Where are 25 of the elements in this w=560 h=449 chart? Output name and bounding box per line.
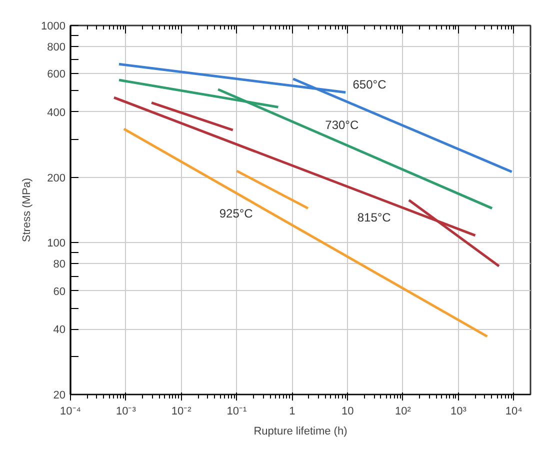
y-tick-label: 60 — [53, 286, 66, 298]
x-tick-label: 10⁴ — [505, 406, 523, 418]
x-tick-label: 10⁻⁴ — [60, 406, 82, 418]
y-tick-label: 80 — [53, 258, 66, 271]
y-tick-label: 100 — [47, 238, 66, 250]
y-tick-label: 1000 — [41, 20, 66, 32]
x-tick-label: 1 — [289, 406, 296, 418]
y-tick-label: 800 — [47, 42, 66, 54]
y-axis-title: Stress (MPa) — [21, 178, 34, 242]
y-tick-label: 600 — [47, 68, 66, 81]
x-tick-label: 10⁻³ — [116, 406, 136, 418]
annotation: 815°C — [357, 210, 392, 224]
x-tick-label: 10 — [341, 406, 354, 418]
y-tick-label: 40 — [53, 324, 66, 336]
y-tick-label: 200 — [47, 172, 66, 184]
y-tick-label: 20 — [53, 390, 66, 402]
x-axis-title: Rupture lifetime (h) — [254, 426, 348, 438]
x-tick-label: 10³ — [450, 406, 467, 418]
x-tick-label: 10⁻¹ — [226, 406, 248, 418]
y-tick-label: 400 — [47, 106, 66, 119]
x-tick-label: 10⁻² — [171, 406, 192, 418]
annotation: 925°C — [219, 206, 254, 221]
annotation: 650°C — [352, 78, 387, 92]
annotation: 730°C — [325, 118, 359, 132]
x-tick-label: 10² — [395, 406, 412, 418]
